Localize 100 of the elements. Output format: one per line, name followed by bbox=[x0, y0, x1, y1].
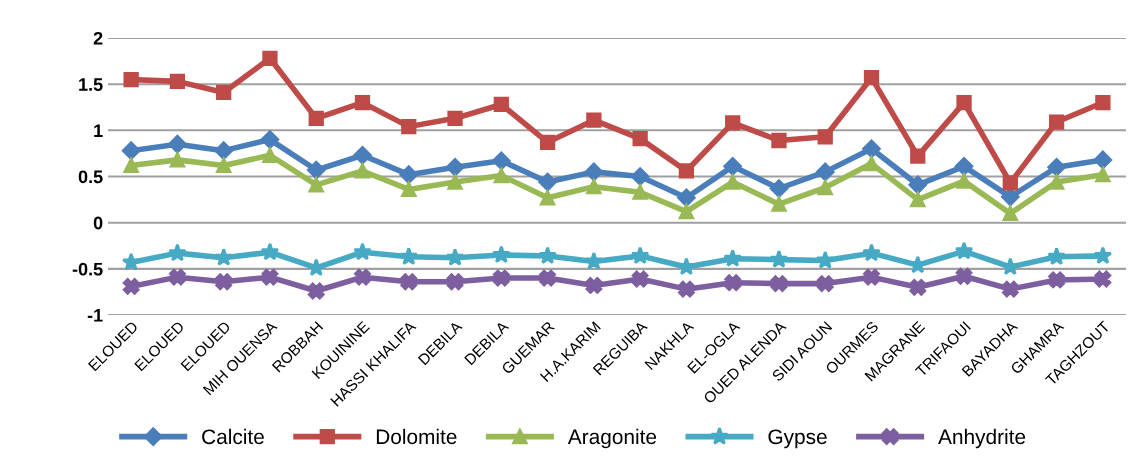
point bbox=[725, 174, 741, 190]
point bbox=[677, 188, 696, 207]
point bbox=[632, 131, 648, 147]
point bbox=[771, 132, 787, 149]
point bbox=[771, 196, 787, 212]
legend-label: Gypse bbox=[768, 429, 827, 449]
point bbox=[678, 280, 695, 298]
point bbox=[585, 277, 603, 294]
point bbox=[539, 190, 556, 206]
point bbox=[862, 243, 881, 262]
point bbox=[1048, 174, 1065, 190]
point bbox=[632, 184, 648, 200]
point bbox=[1095, 94, 1111, 111]
point bbox=[956, 173, 972, 189]
y-tick-label: -0.5 bbox=[72, 262, 103, 276]
point bbox=[216, 84, 232, 101]
point bbox=[1093, 150, 1113, 170]
point bbox=[539, 269, 556, 287]
point bbox=[955, 267, 973, 285]
point bbox=[1047, 247, 1066, 265]
point bbox=[586, 112, 602, 128]
point bbox=[1048, 271, 1065, 289]
legend-label: Aragonite bbox=[567, 428, 657, 449]
point bbox=[1001, 280, 1019, 298]
point bbox=[214, 141, 233, 160]
point bbox=[354, 94, 371, 111]
point bbox=[401, 181, 417, 198]
point bbox=[584, 162, 604, 182]
point bbox=[307, 282, 325, 300]
legend-label: Anhydrite bbox=[938, 428, 1026, 449]
point bbox=[910, 191, 926, 208]
point bbox=[678, 203, 695, 220]
point bbox=[723, 248, 742, 267]
point bbox=[1047, 158, 1066, 177]
point bbox=[956, 94, 972, 111]
point bbox=[168, 134, 187, 154]
point bbox=[1002, 205, 1018, 222]
point bbox=[725, 115, 741, 131]
point bbox=[1093, 246, 1113, 265]
point bbox=[724, 274, 742, 292]
point bbox=[1002, 175, 1018, 191]
point bbox=[169, 268, 186, 286]
point bbox=[122, 278, 140, 295]
point bbox=[306, 160, 326, 180]
point bbox=[1094, 270, 1112, 288]
point bbox=[121, 252, 141, 271]
point bbox=[447, 110, 463, 126]
point bbox=[863, 155, 880, 172]
point bbox=[863, 268, 880, 286]
point bbox=[445, 248, 465, 266]
point bbox=[586, 179, 602, 195]
point bbox=[492, 269, 510, 287]
y-tick-label: 1.5 bbox=[79, 78, 103, 91]
point bbox=[308, 177, 324, 193]
point bbox=[169, 152, 186, 168]
legend-label: Calcite bbox=[202, 428, 264, 445]
point bbox=[630, 246, 650, 265]
point bbox=[445, 158, 465, 177]
point bbox=[538, 246, 557, 265]
point bbox=[678, 163, 695, 179]
point bbox=[493, 96, 509, 113]
point bbox=[816, 275, 834, 292]
point bbox=[123, 157, 139, 174]
point bbox=[770, 275, 788, 292]
point bbox=[215, 273, 233, 291]
y-tick-label: -1 bbox=[87, 309, 103, 322]
point bbox=[169, 73, 186, 90]
point bbox=[954, 157, 974, 176]
point bbox=[216, 157, 232, 174]
point bbox=[630, 167, 650, 186]
point bbox=[539, 134, 556, 150]
point bbox=[815, 250, 835, 269]
point bbox=[354, 268, 371, 286]
point bbox=[354, 163, 371, 179]
point bbox=[353, 146, 372, 165]
point bbox=[214, 248, 233, 266]
point bbox=[400, 273, 418, 291]
point bbox=[908, 175, 928, 195]
point bbox=[584, 251, 604, 270]
point bbox=[909, 278, 927, 296]
point bbox=[308, 110, 324, 126]
point bbox=[123, 71, 139, 88]
point bbox=[769, 179, 789, 198]
point bbox=[815, 162, 835, 182]
point bbox=[862, 139, 881, 159]
point bbox=[769, 249, 789, 268]
y-tick-label: 1 bbox=[94, 124, 103, 137]
point bbox=[399, 165, 419, 184]
y-tick-label: 0.5 bbox=[78, 170, 103, 184]
point bbox=[954, 241, 974, 260]
point bbox=[121, 141, 141, 160]
point bbox=[399, 247, 419, 265]
point bbox=[817, 179, 833, 196]
point bbox=[492, 245, 511, 264]
point bbox=[260, 130, 280, 149]
point bbox=[723, 157, 742, 176]
point bbox=[492, 151, 511, 171]
point bbox=[401, 119, 417, 135]
point bbox=[910, 148, 926, 164]
point bbox=[1048, 114, 1065, 130]
